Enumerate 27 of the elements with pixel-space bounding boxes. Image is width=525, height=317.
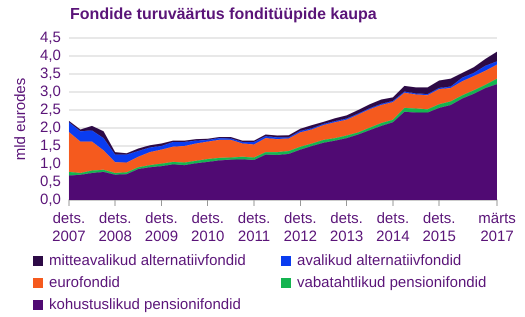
x-tick-label: dets. 2008 <box>98 210 132 246</box>
y-tick-label: 3,0 <box>40 83 61 100</box>
y-tick-label: 0,5 <box>40 173 61 190</box>
y-tick-label: 0,0 <box>40 191 61 208</box>
x-tick-label: dets. 2009 <box>144 210 178 246</box>
y-tick-label: 3,5 <box>40 65 61 82</box>
legend-label: vabatahtlikud pensionifondid <box>297 274 486 291</box>
x-tick-label: dets. 2010 <box>191 210 224 246</box>
x-tick-label: dets. 2012 <box>284 210 317 246</box>
x-tick-label: dets. 2011 <box>238 210 270 246</box>
legend-label: kohustuslikud pensionifondid <box>49 296 241 313</box>
x-tick-label: dets. 2007 <box>52 210 86 246</box>
x-tick-label: märts 2017 <box>478 210 516 246</box>
chart-title: Fondide turuväärtus fonditüüpide kaupa <box>70 6 377 24</box>
y-tick-label: 2,5 <box>40 101 61 118</box>
y-tick-label: 4,5 <box>40 29 61 46</box>
y-tick-label: 4,0 <box>40 47 61 64</box>
x-tick-label: dets. 2013 <box>330 210 364 246</box>
y-tick-label: 2,0 <box>40 119 61 136</box>
x-tick-label: dets. 2015 <box>422 210 456 246</box>
legend-label: avalikud alternatiivfondid <box>297 252 462 269</box>
x-tick-label: dets. 2014 <box>376 210 410 246</box>
legend-label: mitteavalikud alternatiivfondid <box>49 252 246 269</box>
y-tick-label: 1,5 <box>40 137 61 154</box>
y-tick-label: 1,0 <box>40 155 61 172</box>
y-axis-title: mld eurodes <box>12 78 30 160</box>
legend-label: eurofondid <box>49 274 120 291</box>
